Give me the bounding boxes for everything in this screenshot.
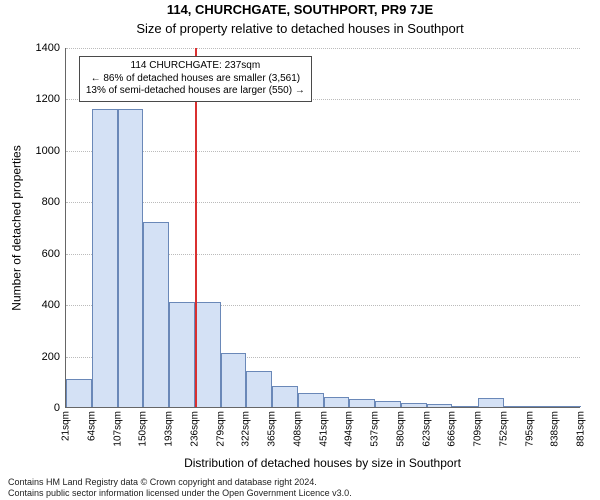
x-tick-label: 64sqm (86, 411, 97, 441)
histogram-bar (401, 403, 427, 407)
histogram-bar (221, 353, 247, 407)
y-tick-label: 200 (42, 351, 60, 363)
y-tick-label: 1000 (36, 145, 60, 157)
y-tick-label: 1400 (36, 42, 60, 54)
footer-line2: Contains public sector information licen… (8, 488, 352, 498)
histogram-bar (246, 371, 272, 407)
y-tick-label: 800 (42, 196, 60, 208)
chart-container: 114, CHURCHGATE, SOUTHPORT, PR9 7JE Size… (0, 0, 600, 500)
histogram-bar (195, 302, 221, 407)
x-tick-label: 580sqm (395, 411, 406, 447)
plot-area: 020040060080010001200140021sqm64sqm107sq… (65, 48, 580, 408)
gridline (66, 48, 580, 49)
x-tick-label: 279sqm (215, 411, 226, 447)
annotation-line: 13% of semi-detached houses are larger (… (86, 85, 305, 98)
y-tick-label: 0 (54, 402, 60, 414)
y-tick-label: 600 (42, 248, 60, 260)
y-axis-label: Number of detached properties (10, 145, 24, 310)
x-tick-label: 881sqm (576, 411, 587, 447)
histogram-bar (169, 302, 195, 407)
x-tick-label: 709sqm (473, 411, 484, 447)
annotation-line: ← 86% of detached houses are smaller (3,… (86, 73, 305, 86)
x-tick-label: 107sqm (112, 411, 123, 447)
x-tick-label: 408sqm (292, 411, 303, 447)
footer-attribution: Contains HM Land Registry data © Crown c… (8, 477, 352, 498)
chart-title-desc: Size of property relative to detached ho… (0, 21, 600, 36)
histogram-bar (143, 222, 169, 407)
x-axis-label: Distribution of detached houses by size … (65, 456, 580, 470)
y-axis-label-wrap: Number of detached properties (10, 48, 24, 408)
histogram-bar (478, 398, 504, 407)
histogram-bar (555, 406, 581, 407)
histogram-bar (349, 399, 375, 407)
x-tick-label: 150sqm (138, 411, 149, 447)
footer-line1: Contains HM Land Registry data © Crown c… (8, 477, 352, 487)
reference-vline (195, 48, 197, 407)
annotation-line: 114 CHURCHGATE: 237sqm (86, 60, 305, 73)
histogram-bar (375, 401, 401, 407)
x-tick-label: 322sqm (241, 411, 252, 447)
histogram-bar (118, 109, 144, 407)
histogram-bar (427, 404, 453, 407)
x-tick-label: 365sqm (267, 411, 278, 447)
histogram-bar (92, 109, 118, 407)
histogram-bar (298, 393, 324, 407)
x-tick-label: 236sqm (189, 411, 200, 447)
x-tick-label: 494sqm (344, 411, 355, 447)
x-tick-label: 623sqm (421, 411, 432, 447)
histogram-bar (272, 386, 298, 407)
histogram-bar (452, 406, 478, 407)
x-tick-label: 537sqm (370, 411, 381, 447)
y-tick-label: 1200 (36, 93, 60, 105)
x-tick-label: 193sqm (164, 411, 175, 447)
chart-title-address: 114, CHURCHGATE, SOUTHPORT, PR9 7JE (0, 2, 600, 17)
x-tick-label: 451sqm (318, 411, 329, 447)
x-tick-label: 795sqm (524, 411, 535, 447)
x-tick-label: 752sqm (498, 411, 509, 447)
x-tick-label: 666sqm (447, 411, 458, 447)
x-tick-label: 838sqm (550, 411, 561, 447)
histogram-bar (530, 406, 556, 407)
histogram-bar (66, 379, 92, 407)
histogram-bar (504, 406, 530, 407)
x-tick-label: 21sqm (61, 411, 72, 441)
annotation-box: 114 CHURCHGATE: 237sqm← 86% of detached … (79, 56, 312, 102)
histogram-bar (324, 397, 350, 407)
y-tick-label: 400 (42, 299, 60, 311)
